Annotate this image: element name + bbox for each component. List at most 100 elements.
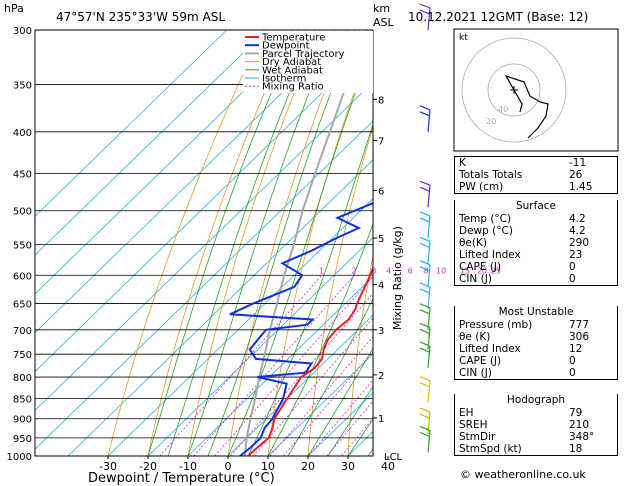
table-row: CAPE (J) 0 [455, 261, 617, 273]
pressure-tick-label: 600 [13, 271, 32, 282]
wind-barb [427, 380, 431, 403]
chart-grid [35, 30, 373, 456]
row-label: CIN (J) [459, 273, 492, 285]
km-tick-label: 7 [378, 137, 384, 148]
isotherm-line [35, 120, 373, 450]
table-row: Lifted Index 23 [455, 249, 617, 261]
row-label: Lifted Index [459, 249, 521, 261]
temp-tick-label: 10 [261, 460, 275, 473]
isotherm-line [35, 30, 228, 217]
wind-barb-flag [419, 382, 430, 388]
row-label: θe (K) [459, 331, 491, 343]
row-value: 12 [569, 343, 583, 355]
km-tick-label: 6 [378, 186, 384, 197]
table-row: EH 79 [455, 407, 617, 419]
row-label: CAPE (J) [459, 261, 502, 273]
hodograph-trace [504, 74, 549, 139]
legend-label: Dewpoint [262, 41, 310, 52]
pressure-tick-label: 400 [13, 128, 32, 139]
x-axis-label: Dewpoint / Temperature (°C) [88, 471, 275, 486]
chart-profiles [229, 30, 373, 456]
km-tick-label: 1 [378, 414, 384, 425]
temp-tick-label: 30 [341, 460, 355, 473]
row-label: θe(K) [459, 237, 487, 249]
wind-barb-flag [419, 217, 430, 223]
wind-barb-flag [419, 413, 430, 419]
table-title: Surface [515, 200, 556, 212]
row-label: CIN (J) [459, 367, 492, 379]
isotherm-line [267, 353, 373, 456]
pressure-tick-label: 500 [13, 207, 32, 218]
most-unstable-table: Most Unstable Pressure (mb) 777 θe (K) 306 Li… [454, 306, 618, 380]
mixing-ratio-line [159, 275, 323, 456]
mixing-ratio-label: 3 [371, 266, 376, 275]
chart-axes: 1 2 3 4 6 8 10 15 20 2530035040045050055060065070… [7, 26, 501, 473]
mixing-ratio-label: 1 [319, 266, 324, 275]
dry-adiabat-line [147, 30, 293, 456]
row-value: 26 [569, 169, 583, 181]
wind-barb-flag [419, 376, 431, 382]
temperature-line [247, 265, 373, 456]
wind-barb [427, 109, 431, 132]
wind-barb [427, 264, 431, 287]
legend-label: Temperature [261, 33, 325, 44]
wind-barb-flag [419, 3, 431, 9]
row-label: Totals Totals [459, 169, 523, 181]
row-value: 23 [569, 249, 583, 261]
footer-credit: © weatheronline.co.uk [460, 468, 586, 481]
row-label: K [459, 157, 466, 169]
legend-label: Wet Adiabat [262, 65, 323, 76]
km-tick-label: 5 [378, 234, 384, 245]
isotherm-line [227, 314, 373, 456]
surface-table: Surface Temp (°C) 4.2 Dewp (°C) 4.2 θe(K) 290 L… [454, 200, 618, 286]
wind-barb-flag [419, 266, 430, 272]
temp-tick-label: -10 [179, 460, 197, 473]
mixing-ratio-label: 2 [351, 266, 356, 275]
wind-barb [427, 412, 431, 435]
wind-barb-flag [419, 236, 431, 242]
wind-barb-flag [419, 341, 431, 347]
mixing-ratio-label: 6 [408, 266, 413, 275]
mixing-ratio-label: 15 [460, 266, 470, 275]
mixing-ratio-label: 8 [423, 266, 428, 275]
temp-tick-label: 0 [225, 460, 232, 473]
table-title: Most Unstable [498, 306, 574, 318]
table-row: K -11 [455, 157, 617, 169]
table-row: CIN (J) 0 [455, 273, 617, 285]
wind-barbs [419, 3, 431, 453]
row-label: Lifted Index [459, 343, 521, 355]
temp-tick-label: -20 [139, 460, 157, 473]
legend-label: Mixing Ratio [262, 82, 324, 93]
isotherm-line [147, 236, 373, 456]
row-value: -11 [569, 157, 587, 169]
temp-tick-label: 20 [301, 460, 315, 473]
row-label: StmSpd (kt) [459, 443, 522, 455]
km-tick-label: 4 [378, 281, 384, 292]
mixing-ratio-axis-label: Mixing Ratio (g/kg) [391, 226, 404, 330]
table-row: PW (cm) 1.45 [455, 181, 617, 193]
plot-frame [34, 29, 374, 457]
hpa-label: hPa [4, 2, 24, 15]
km-tick-label: 3 [378, 326, 384, 337]
table-row: StmSpd (kt) 18 [455, 443, 617, 455]
wind-barb [427, 430, 431, 453]
wind-barb [427, 307, 431, 330]
pressure-tick-label: 450 [13, 169, 32, 180]
pressure-tick-label: 300 [13, 26, 32, 37]
datetime-title: 10.12.2021 12GMT (Base: 12) [408, 10, 588, 24]
wind-barb-flag [419, 186, 430, 192]
wind-barb [427, 346, 431, 369]
row-value: 1.45 [569, 181, 593, 193]
km-tick-label: 8 [378, 95, 384, 106]
row-value: 777 [569, 319, 590, 331]
pressure-tick-label: 750 [13, 350, 32, 361]
wet-adiabat-line [207, 30, 356, 456]
wind-barb [427, 185, 431, 208]
wind-barb [427, 7, 431, 31]
pressure-tick-label: 550 [13, 240, 32, 251]
indices-table: K -11 Totals Totals 26 PW (cm) 1.45 [454, 156, 618, 194]
row-label: CAPE (J) [459, 355, 502, 367]
isotherm-line [187, 275, 373, 456]
location-title: 47°57'N 235°33'W 59m ASL [56, 10, 225, 24]
hodograph-kt-label: kt [459, 33, 468, 43]
